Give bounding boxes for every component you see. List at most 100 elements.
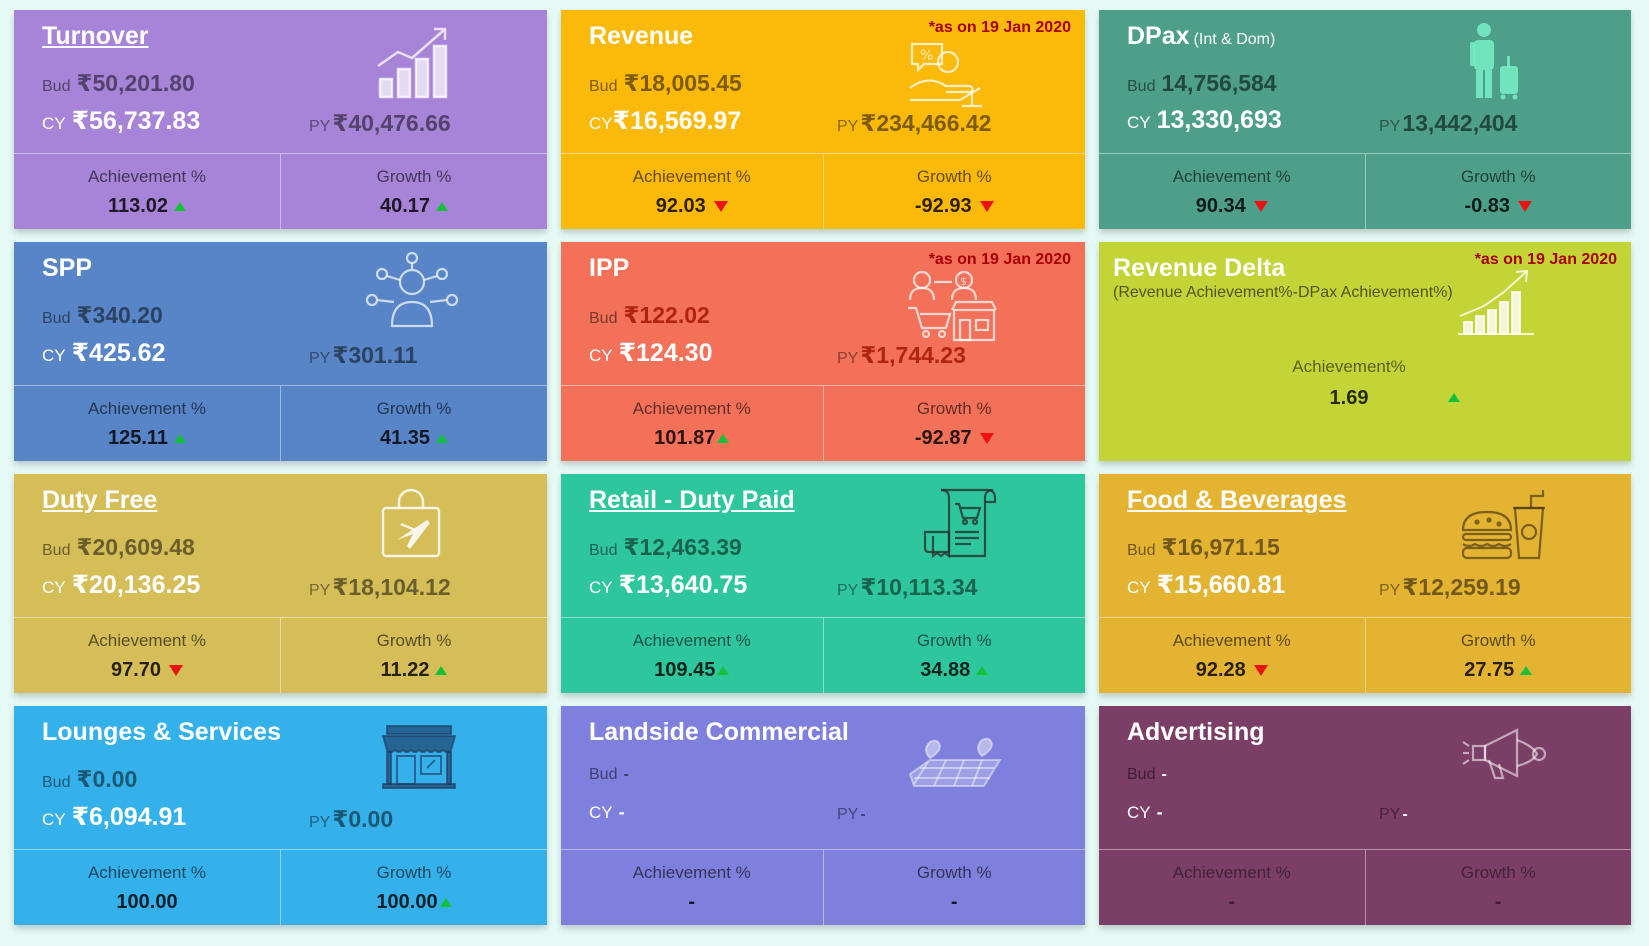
tile-header: DPax (Int & Dom) Bud 14,756,584 CY 13,330,6… [1099, 10, 1631, 154]
tile-landside-commercial[interactable]: Landside Commercial Bud - CY - PY - [561, 706, 1085, 925]
cy-value: ₹425.62 [71, 339, 166, 367]
cy-label: CY [42, 114, 66, 133]
tile-turnover[interactable]: Turnover Bud ₹50,201.80 CY ₹56,737.83 PY₹4… [14, 10, 547, 229]
trend-up-icon [1448, 393, 1460, 402]
cy-label: CY [589, 346, 613, 365]
py-label: PY [837, 582, 859, 599]
cy-label: CY [42, 578, 66, 597]
achievement-value: 92.28 [1099, 659, 1365, 682]
current-year-row: CY - [1127, 802, 1163, 823]
budget-row: Bud - [589, 766, 629, 784]
tile-title-link[interactable]: Turnover [42, 22, 149, 50]
tile-subtitle: (Revenue Achievement%-DPax Achievement%) [1113, 284, 1453, 301]
tile-retail-duty-paid[interactable]: Retail - Duty Paid Bud ₹12,463.39 CY ₹13,6… [561, 474, 1085, 693]
bar-chart-growth-icon [374, 24, 474, 114]
bud-value: - [623, 766, 629, 783]
growth-value: 11.22 [281, 659, 547, 682]
cy-value: ₹13,640.75 [618, 571, 748, 599]
achievement-cell: Achievement % 100.00 [14, 850, 280, 925]
tile-title-link[interactable]: Retail - Duty Paid [589, 486, 795, 514]
py-value: - [860, 806, 866, 823]
trend-down-icon [1518, 201, 1533, 213]
trend-down-icon [1253, 665, 1268, 677]
current-year-row: CY ₹56,737.83 [42, 106, 200, 136]
achievement-cell: Achievement % - [1099, 850, 1365, 925]
growth-label: Growth % [916, 167, 992, 186]
achievement-value: 1.69 [1329, 387, 1369, 409]
tile-duty-free[interactable]: Duty Free Bud ₹20,609.48 CY ₹20,136.25 PY₹… [14, 474, 547, 693]
tile-title-link[interactable]: Duty Free [42, 486, 158, 514]
achievement-value: - [1228, 891, 1236, 913]
tile-title-link[interactable]: Food & Beverages [1127, 486, 1347, 514]
achievement-label: Achievement % [1172, 863, 1291, 882]
tile-header: Lounges & Services Bud ₹0.00 CY ₹6,094.91 … [14, 706, 547, 850]
tile-header: Turnover Bud ₹50,201.80 CY ₹56,737.83 PY₹4… [14, 10, 547, 154]
cy-value: ₹124.30 [618, 339, 713, 367]
bud-value: ₹16,971.15 [1161, 534, 1280, 560]
py-value: ₹10,113.34 [860, 574, 978, 600]
achievement-cell: Achievement % 92.28 [1099, 618, 1365, 693]
storefront-icon [379, 724, 479, 814]
py-label: PY [1379, 582, 1401, 599]
tile-dpax[interactable]: DPax (Int & Dom) Bud 14,756,584 CY 13,330,6… [1099, 10, 1631, 229]
tile-metrics: Achievement % - Growth % - [561, 850, 1085, 925]
achievement-label: Achievement % [1172, 167, 1291, 186]
growth-cell: Growth % 27.75 [1364, 618, 1632, 693]
growth-label: Growth % [376, 167, 452, 186]
previous-year-row: PY₹40,476.66 [309, 110, 451, 137]
py-label: PY [837, 806, 859, 823]
growth-label: Growth % [916, 399, 992, 418]
achievement-cell: Achievement % 97.70 [14, 618, 280, 693]
traveller-luggage-icon [1464, 22, 1564, 112]
budget-row: Bud ₹0.00 [42, 766, 137, 793]
current-year-row: CY₹16,569.97 [589, 106, 741, 136]
py-label: PY [837, 350, 859, 367]
growth-label: Growth % [376, 399, 452, 418]
shopping-people-icon: $ [904, 270, 1004, 360]
tile-header: Landside Commercial Bud - CY - PY - [561, 706, 1085, 850]
growth-cell: Growth % 100.00 [280, 850, 547, 925]
trend-up-icon [976, 666, 989, 676]
tile-title: Revenue Delta [1113, 254, 1286, 282]
py-value: ₹1,744.23 [860, 342, 966, 368]
bud-value: ₹0.00 [76, 766, 138, 792]
budget-row: Bud 14,756,584 [1127, 70, 1277, 97]
achievement-cell: Achievement % 90.34 [1099, 154, 1365, 229]
tile-metrics: Achievement % - Growth % - [1099, 850, 1631, 925]
cy-value: - [1156, 802, 1163, 822]
tile-title: SPP [42, 254, 93, 282]
tile-header: Revenue *as on 19 Jan 2020 % Bud ₹18,005.… [561, 10, 1085, 154]
previous-year-row: PY - [837, 806, 866, 824]
tile-revenue-delta[interactable]: Revenue Delta *as on 19 Jan 2020 (Revenu… [1099, 242, 1631, 461]
trend-up-icon [436, 434, 449, 444]
growth-label: Growth % [376, 863, 452, 882]
growth-cell: Growth % - [822, 850, 1086, 925]
tile-metrics: Achievement % 92.03 Growth % -92.93 [561, 154, 1085, 229]
current-year-row: CY ₹6,094.91 [42, 802, 186, 832]
cy-label: CY [42, 810, 66, 829]
tile-title: Revenue [589, 22, 694, 50]
py-value: ₹18,104.12 [332, 574, 451, 600]
cy-value: ₹16,569.97 [612, 107, 742, 135]
tile-header: Duty Free Bud ₹20,609.48 CY ₹20,136.25 PY₹… [14, 474, 547, 618]
achievement-value: 90.34 [1099, 195, 1365, 218]
tile-food-beverages[interactable]: Food & Beverages Bud ₹16,971.15 CY ₹1 [1099, 474, 1631, 693]
py-value: ₹301.11 [332, 342, 418, 368]
tile-advertising[interactable]: Advertising Bud - CY - PY - Achievement [1099, 706, 1631, 925]
cy-value: ₹56,737.83 [71, 107, 201, 135]
tile-metrics: Achievement % 97.70 Growth % 11.22 [14, 618, 547, 693]
tile-ipp[interactable]: IPP *as on 19 Jan 2020 $ [561, 242, 1085, 461]
bud-label: Bud [1127, 766, 1156, 783]
trend-up-icon [174, 434, 187, 444]
growth-value: -92.87 [824, 427, 1086, 450]
tile-revenue[interactable]: Revenue *as on 19 Jan 2020 % Bud ₹18,005.… [561, 10, 1085, 229]
py-value: 13,442,404 [1402, 110, 1518, 136]
tile-spp[interactable]: SPP Bud ₹340.20 CY ₹425.62 [14, 242, 547, 461]
bud-value: ₹50,201.80 [76, 70, 195, 96]
growth-value: 27.75 [1366, 659, 1632, 682]
tile-lounges-services[interactable]: Lounges & Services Bud ₹0.00 CY ₹6,094.91 … [14, 706, 547, 925]
py-value: ₹40,476.66 [332, 110, 451, 136]
py-value: ₹12,259.19 [1402, 574, 1521, 600]
achievement-label: Achievement % [632, 167, 751, 186]
achievement-cell: Achievement % 101.87 [561, 386, 823, 461]
